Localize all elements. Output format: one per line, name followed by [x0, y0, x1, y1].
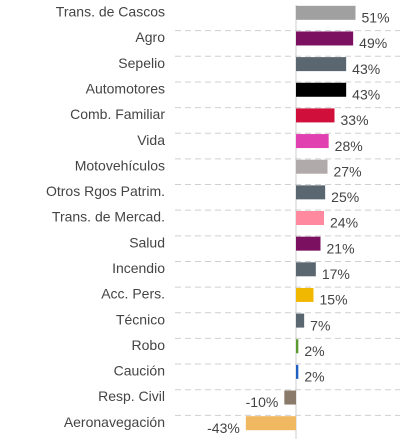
bar — [245, 416, 296, 431]
bar — [296, 82, 347, 97]
data-label: 27% — [334, 163, 362, 179]
data-label: 43% — [352, 61, 380, 77]
category-label: Sepelio — [118, 55, 165, 71]
bar — [284, 390, 296, 405]
category-label: Automotores — [86, 80, 165, 96]
bar — [296, 5, 356, 20]
category-label: Robo — [132, 337, 166, 353]
data-label: 7% — [310, 317, 330, 333]
data-label: -10% — [246, 394, 279, 410]
data-label: 24% — [330, 215, 358, 231]
category-label: Motovehículos — [75, 157, 165, 173]
bar — [296, 339, 299, 354]
category-label: Comb. Familiar — [70, 106, 165, 122]
data-label: 15% — [320, 292, 348, 308]
bar — [296, 262, 316, 277]
bar — [296, 313, 305, 328]
data-label: 43% — [352, 86, 380, 102]
data-label: -43% — [207, 420, 240, 436]
data-label: 25% — [331, 189, 359, 205]
category-label: Resp. Civil — [98, 388, 165, 404]
bar — [296, 287, 314, 302]
bar — [296, 159, 328, 174]
category-label: Agro — [135, 29, 165, 45]
bar — [296, 31, 354, 46]
category-label: Técnico — [116, 311, 165, 327]
data-label: 2% — [304, 343, 324, 359]
bar — [296, 364, 299, 379]
category-label: Vida — [137, 132, 165, 148]
bar — [296, 211, 324, 225]
category-label: Trans. de Mercad. — [52, 209, 165, 225]
category-label: Otros Rgos Patrim. — [46, 183, 165, 199]
data-label: 33% — [341, 112, 369, 128]
bar — [296, 57, 347, 72]
bar — [296, 134, 329, 149]
category-label: Acc. Pers. — [101, 286, 165, 302]
data-label: 49% — [359, 35, 387, 51]
data-label: 2% — [304, 369, 324, 385]
bar — [296, 185, 326, 200]
category-label: Trans. de Cascos — [56, 4, 165, 20]
data-label: 21% — [327, 240, 355, 256]
bar — [296, 108, 335, 123]
data-label: 51% — [362, 10, 390, 26]
category-label: Caución — [114, 363, 165, 379]
bar — [296, 236, 321, 251]
data-label: 28% — [335, 138, 363, 154]
category-label: Aeronavegación — [64, 414, 165, 430]
category-label: Incendio — [112, 260, 165, 276]
data-label: 17% — [322, 266, 350, 282]
category-label: Salud — [129, 234, 165, 250]
